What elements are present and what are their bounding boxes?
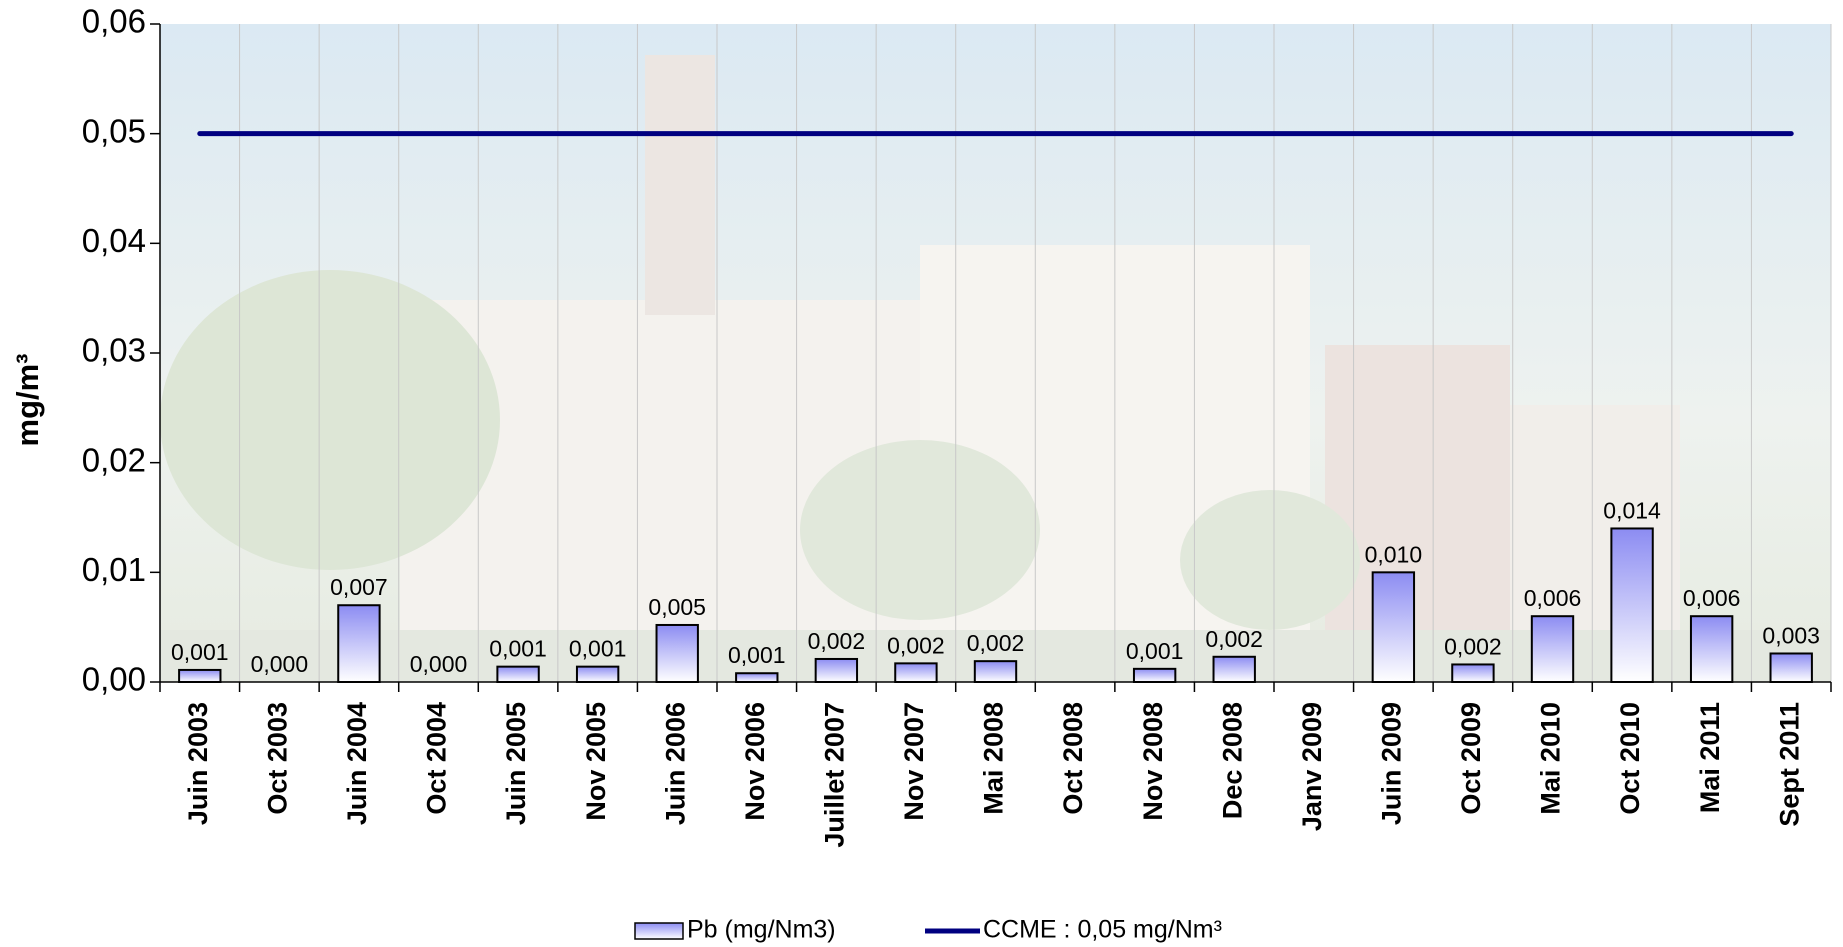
x-tick-label: Oct 2010 (1615, 702, 1645, 815)
x-tick-label: Nov 2005 (581, 702, 611, 821)
value-label: 0,002 (967, 630, 1025, 656)
bar (1769, 652, 1813, 684)
y-tick-label: 0,06 (82, 3, 146, 40)
bar (735, 672, 779, 684)
x-tick-label: Oct 2008 (1058, 702, 1088, 815)
y-tick-label: 0,05 (82, 112, 146, 149)
y-tick-label: 0,02 (82, 441, 146, 478)
value-label: 0,001 (171, 639, 229, 665)
value-label: 0,005 (648, 594, 706, 620)
x-tick-label: Juin 2005 (501, 702, 531, 825)
value-label: 0,002 (1444, 633, 1502, 659)
background-photo (160, 24, 1831, 682)
y-tick-label: 0,04 (82, 222, 146, 259)
bar (575, 665, 620, 684)
bar (1689, 615, 1734, 684)
grid (150, 23, 1832, 692)
value-label: 0,006 (1683, 585, 1741, 611)
value-label: 0,002 (808, 628, 866, 654)
value-label: 0,001 (489, 636, 547, 662)
y-tick-label: 0,03 (82, 332, 146, 369)
x-tick-label: Nov 2006 (740, 702, 770, 821)
bar (814, 657, 859, 683)
bar (1610, 527, 1654, 684)
value-label: 0,007 (330, 574, 388, 600)
value-label: 0,001 (728, 642, 786, 668)
y-tick-label: 0,01 (82, 551, 146, 588)
value-label: 0,010 (1365, 541, 1423, 567)
value-label: 0,000 (251, 651, 309, 677)
legend-label: CCME : 0,05 mg/Nm³ (983, 916, 1222, 944)
value-label: 0,002 (887, 632, 945, 658)
value-label: 0,001 (1126, 638, 1184, 664)
bar (1451, 663, 1495, 683)
value-label: 0,001 (569, 636, 627, 662)
y-axis-title: mg/m³ (10, 354, 45, 447)
bar (973, 660, 1018, 683)
bar (655, 623, 699, 683)
value-label: 0,003 (1762, 622, 1820, 648)
value-label: 0,014 (1603, 497, 1661, 523)
x-tick-label: Dec 2008 (1217, 702, 1247, 819)
bar (496, 665, 540, 684)
x-tick-label: Oct 2003 (262, 702, 292, 815)
x-tick-label: Mai 2010 (1536, 702, 1566, 815)
bar (894, 662, 938, 684)
x-tick-label: Mai 2008 (979, 702, 1009, 815)
bar (1212, 655, 1256, 684)
x-tick-label: Janv 2009 (1297, 702, 1327, 831)
bar (1530, 615, 1575, 684)
x-tick-label: Juin 2006 (660, 702, 690, 825)
x-tick-label: Nov 2007 (899, 702, 929, 821)
x-tick-label: Juin 2009 (1376, 702, 1406, 825)
x-tick-label: Juin 2003 (183, 702, 213, 825)
bar (178, 668, 222, 683)
legend-swatch (634, 922, 684, 940)
y-tick-label: 0,00 (82, 661, 146, 698)
bar (337, 604, 381, 684)
value-label: 0,000 (410, 651, 468, 677)
x-tick-label: Sept 2011 (1774, 702, 1804, 827)
x-tick-label: Juillet 2007 (819, 702, 849, 848)
x-tick-label: Oct 2009 (1456, 702, 1486, 815)
bar (1132, 667, 1177, 684)
bar (1371, 571, 1416, 683)
x-tick-label: Juin 2004 (342, 702, 372, 825)
marks: 0,001 0,000 0,007 0,000 0,001 0,001 0,005 0,001… (171, 131, 1820, 684)
value-label: 0,006 (1524, 585, 1582, 611)
legend-label: Pb (mg/Nm3) (687, 916, 836, 944)
x-tick-label: Oct 2004 (422, 702, 452, 815)
x-tick-label: Mai 2011 (1695, 702, 1725, 813)
x-tick-label: Nov 2008 (1138, 702, 1168, 821)
value-label: 0,002 (1205, 626, 1263, 652)
